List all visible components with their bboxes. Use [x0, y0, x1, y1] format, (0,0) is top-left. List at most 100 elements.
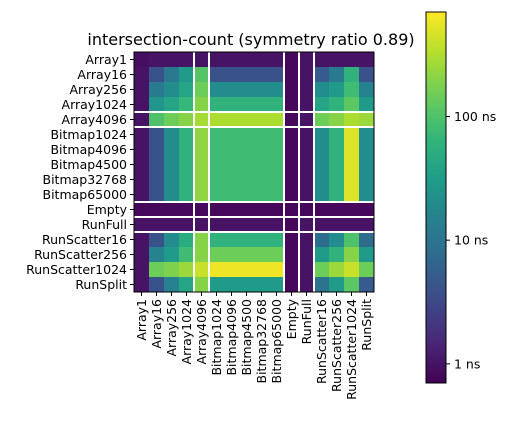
heatmap-cell	[269, 217, 285, 233]
heatmap-cell	[359, 202, 375, 218]
heatmap-cell	[239, 97, 255, 113]
heatmap-cell	[194, 217, 210, 233]
heatmap-cell	[284, 97, 300, 113]
heatmap-cell	[314, 112, 330, 128]
heatmap-cell	[344, 262, 360, 278]
row-tick-label: Bitmap1024	[50, 127, 127, 142]
column-tick-label: RunScatter256	[329, 299, 344, 392]
heatmap-cell	[269, 262, 285, 278]
heatmap-cell	[224, 217, 240, 233]
heatmap-cell	[254, 232, 270, 248]
heatmap-cell	[179, 202, 195, 218]
heatmap-cell	[194, 157, 210, 173]
heatmap-cell	[134, 262, 150, 278]
heatmap-cell	[179, 112, 195, 128]
heatmap-cell	[224, 67, 240, 83]
heatmap-cell	[344, 172, 360, 188]
heatmap-cell	[344, 52, 360, 68]
column-tick-label: Array16	[149, 299, 164, 349]
heatmap-cell	[134, 52, 150, 68]
heatmap-cell	[269, 232, 285, 248]
heatmap-cell	[269, 52, 285, 68]
heatmap-cell	[299, 67, 315, 83]
colorbar-ticks: 1 ns 10 ns 100 ns	[446, 109, 496, 371]
column-tick-labels: Array1 Array16 Array256 Array1024 Array4096 B…	[134, 292, 374, 400]
heatmap-cell	[224, 277, 240, 293]
heatmap-cell	[194, 247, 210, 263]
heatmap-cell	[209, 202, 225, 218]
heatmap-cell	[224, 142, 240, 158]
heatmap-cell	[329, 247, 345, 263]
heatmap-cell	[194, 127, 210, 143]
heatmap-cell	[254, 67, 270, 83]
heatmap-cell	[269, 142, 285, 158]
heatmap-cell	[359, 217, 375, 233]
row-tick-label: Bitmap65000	[43, 187, 128, 202]
plot-frame	[133, 51, 375, 293]
heatmap-cell	[239, 82, 255, 98]
heatmap-cell	[344, 247, 360, 263]
heatmap-cell	[209, 82, 225, 98]
row-tick-label: RunScatter256	[34, 247, 127, 262]
heatmap-cell	[329, 82, 345, 98]
column-tick-label: Bitmap32768	[254, 299, 269, 384]
heatmap-cell	[344, 142, 360, 158]
heatmap-cell	[299, 277, 315, 293]
heatmap-cell	[284, 187, 300, 203]
heatmap-cell	[134, 217, 150, 233]
heatmap-cell	[344, 112, 360, 128]
heatmap-cell	[254, 97, 270, 113]
heatmap-cell	[239, 52, 255, 68]
row-tick-label: Empty	[87, 202, 128, 217]
heatmap-cell	[329, 67, 345, 83]
heatmap-cell	[269, 67, 285, 83]
heatmap-cell	[134, 127, 150, 143]
chart-title: intersection-count (symmetry ratio 0.89)	[87, 30, 414, 49]
heatmap-cell	[284, 142, 300, 158]
heatmap-cell	[314, 52, 330, 68]
heatmap-cell	[329, 217, 345, 233]
row-tick-labels: Array1Array16Array256Array1024Array4096B…	[26, 52, 134, 292]
row-tick-label: Bitmap32768	[43, 172, 128, 187]
heatmap-cell	[179, 217, 195, 233]
heatmap-cell	[329, 157, 345, 173]
heatmap-cell	[314, 157, 330, 173]
heatmap-cell	[164, 112, 180, 128]
heatmap-cell	[314, 97, 330, 113]
row-tick-label: Bitmap4096	[50, 142, 127, 157]
heatmap-cell	[194, 82, 210, 98]
column-tick-label: Empty	[284, 298, 299, 339]
heatmap-cell	[224, 157, 240, 173]
heatmap-cell	[209, 262, 225, 278]
heatmap-cell	[299, 187, 315, 203]
heatmap-cell	[269, 202, 285, 218]
heatmap-cell	[239, 172, 255, 188]
heatmap-cell	[344, 157, 360, 173]
heatmap-cell	[224, 262, 240, 278]
heatmap-cell	[299, 157, 315, 173]
heatmap-cell	[149, 202, 165, 218]
heatmap-cell	[179, 127, 195, 143]
row-tick-label: Array1024	[62, 97, 128, 112]
heatmap-cell	[344, 217, 360, 233]
heatmap-cell	[329, 97, 345, 113]
heatmap-cell	[329, 187, 345, 203]
heatmap-cell	[284, 82, 300, 98]
heatmap-cell	[359, 172, 375, 188]
colorbar	[425, 11, 447, 384]
heatmap-cell	[314, 187, 330, 203]
heatmap-cell	[209, 232, 225, 248]
heatmap-cell	[164, 52, 180, 68]
colorbar-tick-label: 100 ns	[454, 109, 496, 124]
row-tick-label: RunScatter1024	[26, 262, 127, 277]
heatmap-cell	[254, 247, 270, 263]
heatmap-cell	[209, 217, 225, 233]
heatmap-cell	[314, 142, 330, 158]
heatmap-cell	[239, 217, 255, 233]
heatmap-cell	[239, 142, 255, 158]
heatmap-cell	[209, 172, 225, 188]
column-tick-label: Array4096	[194, 299, 209, 365]
heatmap-cell	[329, 202, 345, 218]
heatmap-cell	[329, 262, 345, 278]
heatmap-cell	[344, 67, 360, 83]
